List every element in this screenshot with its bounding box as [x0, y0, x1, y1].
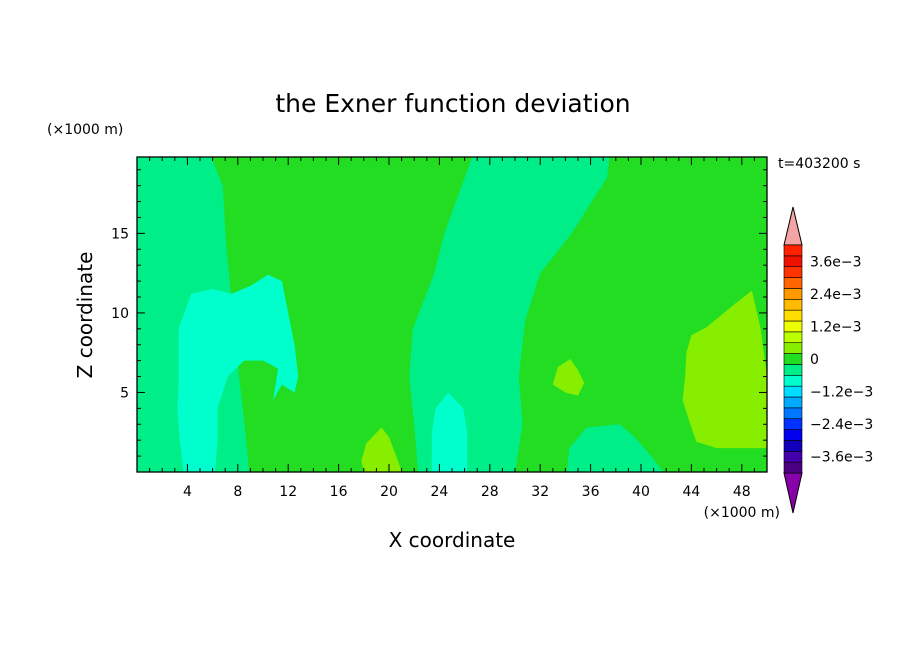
x-tick-label: 32	[531, 484, 549, 500]
y-tick-label: 5	[120, 385, 129, 401]
colorbar-level	[783, 461, 803, 474]
contour-region-upper-left-cell-negative	[177, 274, 299, 472]
x-axis-ticks: 4 8 12 16 20 24 28 32 36 40 44 48	[149, 157, 755, 500]
contour-region-small-patch-slightly-positive	[552, 359, 585, 396]
x-tick-label: 16	[330, 484, 348, 500]
x-tick-label: 24	[430, 484, 448, 500]
x-tick-label: 8	[233, 484, 242, 500]
y-tick-label: 15	[111, 226, 129, 242]
y-axis-ticks: 5 10 15	[111, 169, 767, 457]
x-tick-label: 28	[481, 484, 499, 500]
colorbar-level	[783, 331, 803, 344]
y-tick-label: 10	[111, 306, 129, 322]
colorbar: −3.6e−3 −2.4e−3 −1.2e−3 0 1.2e−3 2.4e−3 3.6e−3	[783, 206, 873, 514]
colorbar-level	[783, 385, 803, 398]
x-tick-label: 48	[733, 484, 751, 500]
colorbar-level	[783, 244, 803, 257]
colorbar-level	[783, 309, 803, 322]
colorbar-label: 0	[810, 352, 819, 368]
colorbar-level	[783, 277, 803, 289]
colorbar-level	[783, 429, 803, 441]
x-tick-label: 44	[682, 484, 700, 500]
contour-region-right-patch-slightly-positive	[682, 290, 767, 449]
x-axis-label: X coordinate	[389, 528, 516, 552]
colorbar-label: −2.4e−3	[810, 417, 873, 433]
colorbar-label: −3.6e−3	[810, 450, 873, 466]
colorbar-level	[783, 342, 803, 354]
x-tick-label: 36	[582, 484, 600, 500]
colorbar-level	[783, 407, 803, 420]
time-label: t=403200 s	[778, 156, 860, 172]
colorbar-level	[783, 255, 803, 268]
colorbar-level	[783, 396, 803, 409]
colorbar-level	[783, 266, 803, 278]
colorbar-level	[783, 440, 803, 452]
chart-title: the Exner function deviation	[275, 89, 630, 118]
colorbar-level	[783, 418, 803, 430]
colorbar-level	[783, 364, 803, 376]
colorbar-level	[783, 298, 803, 311]
plot-area	[136, 156, 768, 473]
x-tick-label: 40	[632, 484, 650, 500]
colorbar-label: 1.2e−3	[810, 319, 862, 335]
colorbar-level	[783, 288, 803, 300]
y-unit-label: (×1000 m)	[47, 122, 123, 138]
contour-region-bottom-right-patch-slightly-negative	[566, 424, 664, 472]
contour-region-bottom-center-patch-slightly-positive	[361, 427, 402, 472]
colorbar-label: 3.6e−3	[810, 254, 862, 270]
y-axis-label: Z coordinate	[73, 252, 97, 379]
contour-region-right-band-slightly-negative	[409, 157, 610, 472]
contour-region-lower-middle-cell-negative	[431, 392, 468, 472]
colorbar-label: −1.2e−3	[810, 385, 873, 401]
x-tick-label: 20	[380, 484, 398, 500]
x-tick-label: 4	[183, 484, 192, 500]
x-tick-label: 12	[279, 484, 297, 500]
colorbar-label: 2.4e−3	[810, 287, 862, 303]
colorbar-level	[783, 353, 803, 365]
colorbar-level	[783, 450, 803, 463]
x-unit-label: (×1000 m)	[704, 505, 780, 521]
colorbar-level	[783, 320, 803, 333]
colorbar-level	[783, 374, 803, 387]
